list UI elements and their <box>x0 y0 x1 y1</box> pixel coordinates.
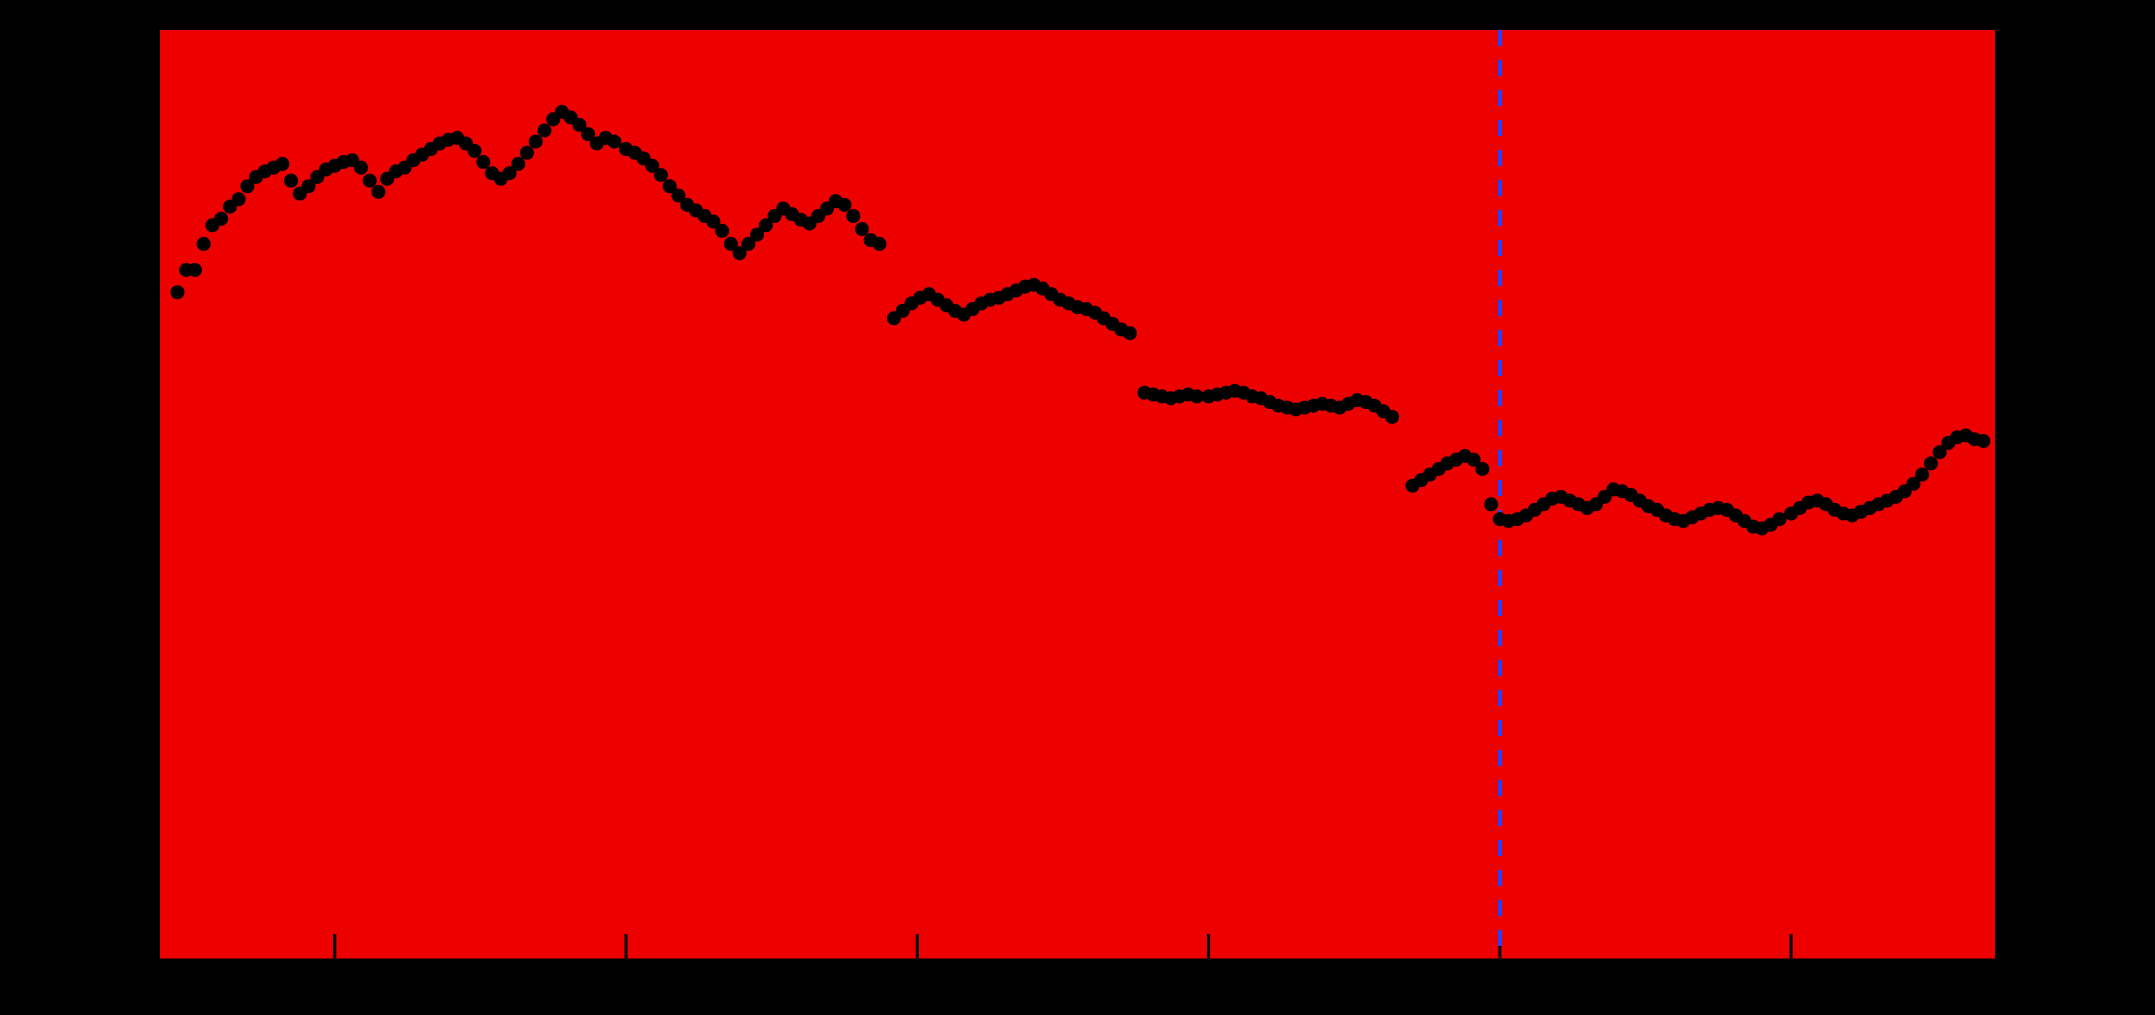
data-point <box>607 135 621 149</box>
data-point <box>654 168 668 182</box>
x-tick-label: 2009 <box>295 982 375 1015</box>
data-point <box>1385 410 1399 424</box>
x-tick-label: 2014 <box>1751 982 1831 1015</box>
data-point <box>1484 497 1498 511</box>
data-point <box>1915 468 1929 482</box>
data-point <box>197 237 211 251</box>
data-point <box>855 222 869 236</box>
data-point <box>520 146 534 160</box>
data-point <box>232 192 246 206</box>
x-tick-label: 2012 <box>1169 982 1249 1015</box>
data-point <box>1924 456 1938 470</box>
data-point <box>188 263 202 277</box>
chart-svg: 2009 2010 2011 2012 2013 2014 <box>0 0 2155 1015</box>
data-point <box>476 155 490 169</box>
data-point <box>846 209 860 223</box>
chart-container: 2009 2010 2011 2012 2013 2014 <box>0 0 2155 1015</box>
data-point <box>468 144 482 158</box>
data-point <box>214 212 228 226</box>
x-tick-label: 2010 <box>586 982 666 1015</box>
data-point <box>284 174 298 188</box>
data-point <box>1123 326 1137 340</box>
data-point <box>511 157 525 171</box>
data-point <box>354 161 368 175</box>
x-tick-label: 2011 <box>879 982 956 1015</box>
data-point <box>170 285 184 299</box>
data-point <box>837 198 851 212</box>
data-point <box>715 224 729 238</box>
data-point <box>1475 462 1489 476</box>
plot-panel <box>160 30 1995 960</box>
data-point <box>872 237 886 251</box>
data-point <box>529 135 543 149</box>
x-tick-label: 2013 <box>1460 982 1540 1015</box>
data-point <box>537 123 551 137</box>
data-point <box>363 174 377 188</box>
data-point <box>275 157 289 171</box>
data-point <box>1976 434 1990 448</box>
data-point <box>371 185 385 199</box>
